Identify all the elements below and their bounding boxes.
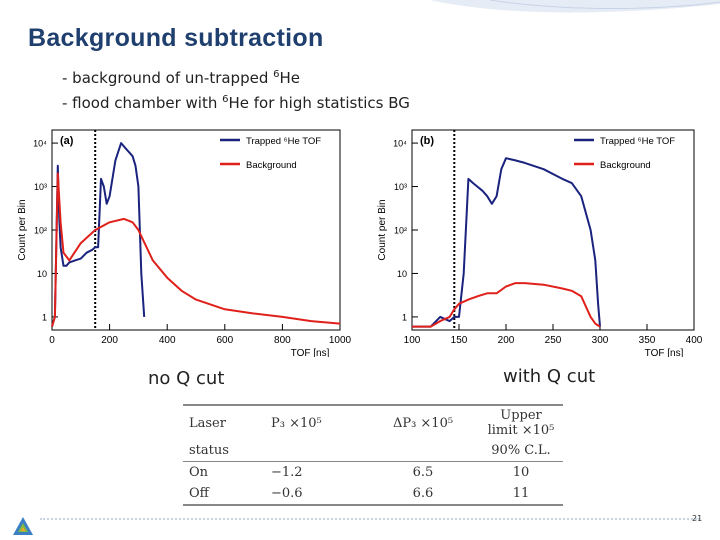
y-tick-label: 10³ bbox=[394, 182, 407, 192]
table-header-row-2: status 90% C.L. bbox=[183, 440, 563, 462]
y-tick-label: 10² bbox=[394, 226, 407, 236]
legend-label: Trapped ⁶He TOF bbox=[246, 136, 321, 147]
x-tick-label: 200 bbox=[101, 335, 118, 346]
series-line-trapped bbox=[51, 142, 146, 327]
y-axis-label: Count per Bin bbox=[377, 199, 388, 260]
series-line-background bbox=[51, 172, 341, 327]
x-tick-label: 0 bbox=[49, 335, 55, 346]
header-cell bbox=[265, 440, 367, 462]
institution-logo-icon bbox=[13, 517, 33, 535]
x-tick-label: 1000 bbox=[329, 335, 352, 346]
x-axis-label: TOF [ns] bbox=[645, 348, 684, 357]
x-axis-label: TOF [ns] bbox=[291, 348, 330, 357]
header-cell bbox=[367, 440, 479, 462]
y-tick-label: 10 bbox=[37, 269, 47, 279]
header-cell: status bbox=[183, 440, 265, 462]
header-cell: Upper limit ×10⁵ bbox=[479, 404, 563, 440]
table-cell: −1.2 bbox=[271, 465, 303, 480]
y-tick-label: 10 bbox=[397, 269, 407, 279]
table-row: On −1.2 6.5 10 bbox=[183, 462, 563, 484]
x-tick-label: 400 bbox=[686, 335, 703, 346]
x-tick-label: 350 bbox=[639, 335, 656, 346]
caption-no-q-cut: no Q cut bbox=[148, 368, 225, 389]
x-tick-label: 100 bbox=[404, 335, 421, 346]
table-cell: 11 bbox=[479, 483, 563, 506]
x-tick-label: 150 bbox=[451, 335, 468, 346]
table-cell: −0.6 bbox=[265, 483, 367, 506]
table-cell: Off bbox=[183, 483, 265, 506]
slide-title: Background subtraction bbox=[28, 24, 324, 52]
x-tick-label: 600 bbox=[216, 335, 233, 346]
y-tick-label: 10³ bbox=[34, 182, 47, 192]
header-cell: ΔP₃ ×10⁵ bbox=[367, 404, 479, 440]
chart-a: 0 200 400 600 800 1000 1 10 10² 10³ 10⁴ TOF [ns] Cou… bbox=[17, 129, 352, 359]
table-cell: 10 bbox=[512, 465, 530, 480]
bullet-list: - background of un-trapped 6He - flood c… bbox=[62, 64, 410, 114]
series-line-trapped bbox=[412, 157, 601, 328]
caption-with-q-cut: with Q cut bbox=[503, 366, 596, 387]
legend-label: Trapped ⁶He TOF bbox=[600, 136, 675, 147]
page-number: 21 bbox=[692, 514, 703, 523]
chart-a-container: 0 200 400 600 800 1000 1 10 10² 10³ 10⁴ TOF [ns] Cou… bbox=[12, 122, 357, 361]
header-decoration bbox=[430, 0, 720, 13]
footer-divider bbox=[40, 518, 700, 520]
x-tick-label: 200 bbox=[498, 335, 515, 346]
results-table: Laser P₃ ×10⁵ ΔP₃ ×10⁵ Upper limit ×10⁵ … bbox=[183, 404, 563, 506]
header-cell: 90% C.L. bbox=[479, 440, 563, 462]
legend-label: Background bbox=[246, 160, 297, 171]
bullet-2: - flood chamber with 6He for high statis… bbox=[62, 94, 410, 112]
x-tick-label: 800 bbox=[274, 335, 291, 346]
x-tick-label: 300 bbox=[592, 335, 609, 346]
header-cell: P₃ ×10⁵ bbox=[265, 404, 367, 440]
legend-label: Background bbox=[600, 160, 651, 171]
y-tick-label: 1 bbox=[42, 312, 47, 322]
chart-b: 100 150 200 250 300 350 400 1 10 10² 10³ 10⁴ TOF [ns… bbox=[377, 129, 703, 359]
y-tick-label: 10² bbox=[34, 226, 47, 236]
panel-label: (b) bbox=[420, 135, 434, 147]
header-cell: Laser bbox=[183, 404, 265, 440]
series-line-background bbox=[412, 282, 601, 328]
x-tick-label: 250 bbox=[545, 335, 562, 346]
chart-b-container: 100 150 200 250 300 350 400 1 10 10² 10³ 10⁴ TOF [ns… bbox=[372, 122, 707, 361]
bullet-1: - background of un-trapped 6He bbox=[62, 69, 301, 87]
y-tick-label: 10⁴ bbox=[33, 139, 47, 149]
table-cell: On bbox=[189, 465, 209, 480]
panel-label: (a) bbox=[60, 135, 74, 147]
table-cell: 6.5 bbox=[412, 465, 434, 480]
table-row: Off −0.6 6.6 11 bbox=[183, 483, 563, 506]
x-tick-label: 400 bbox=[159, 335, 176, 346]
table-header-row-1: Laser P₃ ×10⁵ ΔP₃ ×10⁵ Upper limit ×10⁵ bbox=[183, 404, 563, 440]
y-axis-label: Count per Bin bbox=[17, 199, 28, 260]
table-cell: 6.6 bbox=[367, 483, 479, 506]
y-tick-label: 1 bbox=[402, 312, 407, 322]
y-tick-label: 10⁴ bbox=[393, 139, 407, 149]
